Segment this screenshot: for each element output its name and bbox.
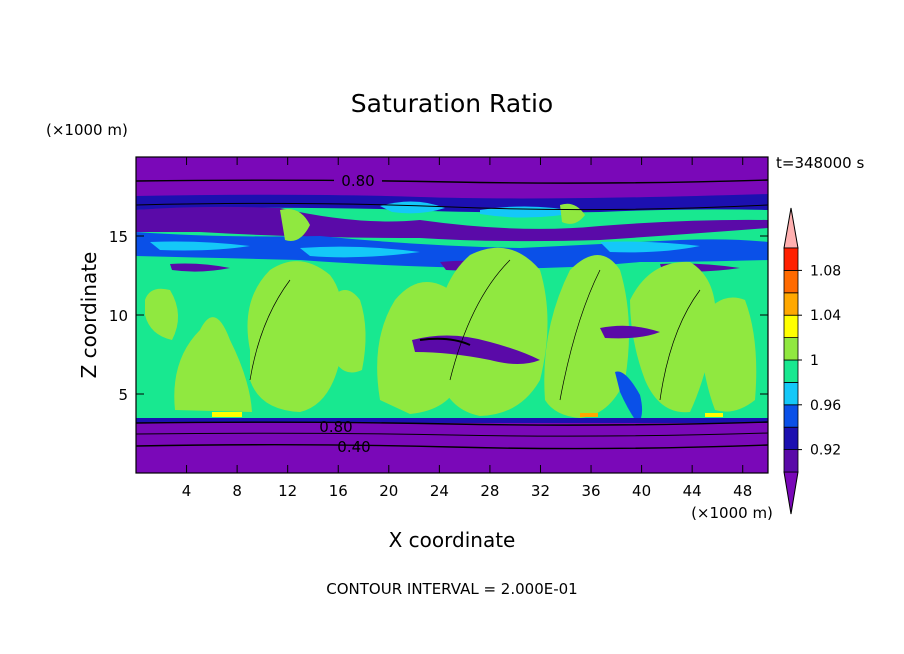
contour-label-upper: 0.80: [341, 172, 374, 190]
y-tick-label-2: 15: [109, 228, 128, 246]
colorbar-label-4: 1.08: [810, 263, 841, 279]
colorbar-swatch-3: [783, 381, 799, 406]
surface-orange-spot: [580, 413, 598, 417]
contour-bl-mid: [136, 432, 768, 437]
y-axis: 5 10 15: [109, 228, 768, 404]
colorbar-swatch-5: [783, 337, 799, 361]
colorbar-label-3: 1.04: [810, 308, 841, 324]
moist-region-2: [174, 317, 252, 412]
colorbar-swatch-6: [783, 314, 799, 339]
moist-region-3: [145, 288, 179, 340]
cirrus-cyan-streaks: [150, 241, 700, 258]
contour-bl-top: [136, 421, 768, 426]
colorbar-label-2: 1: [810, 353, 819, 369]
colorbar-over-triangle: [783, 207, 799, 249]
dry-slant: [615, 371, 643, 424]
surface-yellow-spot-2: [705, 413, 723, 417]
time-label: t=348000 s: [776, 154, 864, 172]
x-tick-label-10: 44: [683, 482, 702, 500]
colorbar-label-1: 0.96: [810, 398, 841, 414]
x-tick-label-7: 32: [531, 482, 550, 500]
x-tick-label-2: 12: [278, 482, 297, 500]
saturation-field: 0.80 0.80 0.40: [136, 157, 768, 473]
contour-label-bg-1: [334, 173, 382, 188]
x-tick-label-9: 40: [632, 482, 651, 500]
upper-cyan-patch: [380, 201, 445, 214]
contour-interval-footer: CONTOUR INTERVAL = 2.000E-01: [326, 580, 577, 598]
colorbar-swatch-7: [783, 292, 799, 316]
contour-upper: [136, 179, 768, 184]
x-axis-unit: (×1000 m): [691, 504, 773, 522]
y-tick-label-1: 10: [109, 307, 128, 325]
contour-bl-low: [136, 444, 768, 450]
moist-region-8: [700, 297, 757, 412]
chart-title: Saturation Ratio: [351, 89, 553, 118]
colorbar-swatch-4: [783, 359, 799, 383]
colorbar-under-triangle: [783, 471, 799, 515]
bl-top-blue: [136, 418, 768, 423]
moist-region-9: [330, 290, 366, 373]
x-axis: 4 8 12 16 20 24 28 32 36 40 44 48: [182, 157, 752, 500]
x-tick-label-0: 4: [182, 482, 192, 500]
contour-label-bl-top: 0.80: [319, 418, 352, 436]
contour-label-bl-low: 0.40: [337, 438, 370, 456]
y-axis-unit: (×1000 m): [46, 121, 128, 139]
moist-region-7: [630, 261, 716, 413]
colorbar-swatch-1: [783, 426, 799, 451]
cirrus-purple-patches: [170, 260, 740, 272]
x-tick-label-4: 20: [379, 482, 398, 500]
y-tick-label-0: 5: [118, 386, 128, 404]
contour-upper-2: [136, 202, 768, 211]
moist-region-6: [544, 255, 629, 418]
x-tick-label-1: 8: [232, 482, 242, 500]
upper-blue-band: [136, 194, 768, 213]
x-axis-title: X coordinate: [389, 528, 516, 552]
colorbar-swatch-8: [783, 269, 799, 294]
colorbar-swatch-2: [783, 404, 799, 428]
colorbar-label-0: 0.92: [810, 443, 841, 459]
surface-yellow-spot-1: [212, 412, 242, 417]
dry-patch: [600, 325, 660, 339]
moist-region-5: [438, 247, 548, 416]
colorbar: 0.92 0.96 1 1.04 1.08: [783, 207, 841, 515]
x-tick-label-11: 48: [733, 482, 752, 500]
x-tick-label-3: 16: [329, 482, 348, 500]
dry-tongue: [412, 335, 540, 364]
contour-dry-tongue: [419, 337, 471, 346]
colorbar-swatch-9: [783, 247, 799, 271]
x-tick-label-5: 24: [430, 482, 449, 500]
y-axis-title: Z coordinate: [77, 252, 101, 379]
x-tick-label-6: 28: [480, 482, 499, 500]
colorbar-swatch-0: [783, 449, 799, 473]
x-tick-label-8: 36: [581, 482, 600, 500]
moist-region-1: [247, 261, 344, 412]
contour-cloud-edges: [249, 259, 701, 401]
